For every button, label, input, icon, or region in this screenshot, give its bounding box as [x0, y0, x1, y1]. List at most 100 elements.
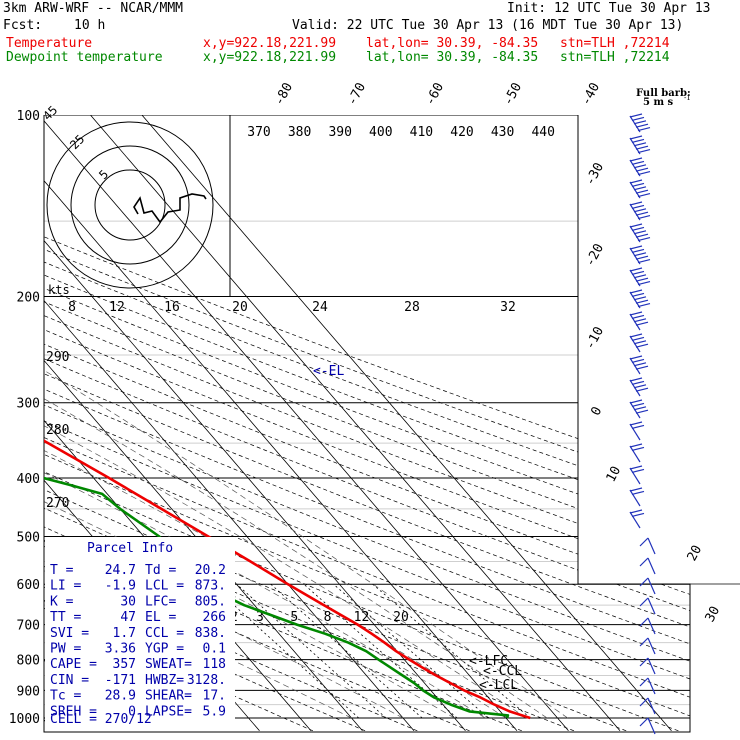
- barb-flag: [635, 189, 649, 194]
- theta-label: 400: [369, 125, 392, 140]
- barb-flag: [631, 358, 645, 363]
- barb-flag: [629, 377, 643, 382]
- model-title: 3km ARW-WRF -- NCAR/MMM: [3, 1, 184, 16]
- barb-flag: [631, 424, 645, 429]
- parcel-value: 0.1: [203, 642, 226, 657]
- wind-barb: [639, 657, 656, 675]
- parcel-value: 24.7: [105, 563, 136, 578]
- barb-staff: [647, 537, 656, 555]
- upper-scale-label: 32: [500, 300, 516, 315]
- parcel-key: YGP =: [145, 642, 184, 657]
- barb-flag: [631, 138, 645, 143]
- wind-barb: [629, 135, 651, 155]
- barb-flag: [631, 336, 645, 341]
- pressure-tick-label: 1000: [9, 712, 40, 727]
- barb-flag: [637, 303, 651, 308]
- parcel-key: LFC=: [145, 594, 176, 609]
- wind-barb: [629, 333, 649, 353]
- barb-legend-sup: -1: [684, 94, 691, 102]
- parcel-value: 873.: [195, 579, 226, 594]
- isotherm-line: [44, 115, 518, 732]
- moist-adiabat-line: [44, 220, 527, 719]
- barb-flag: [635, 343, 649, 348]
- parcel-value: 0: [128, 704, 136, 719]
- parcel-key: Tc =: [50, 689, 81, 704]
- isotherm-label: -70: [345, 80, 369, 108]
- isotherm-line: [44, 115, 466, 732]
- wind-barb: [629, 443, 645, 463]
- wind-barb: [629, 179, 651, 199]
- barb-staff: [647, 657, 656, 675]
- temperature-legend-stn: stn=TLH ,72214: [560, 36, 670, 51]
- barb-staff: [647, 577, 656, 595]
- barb-flag: [635, 255, 649, 260]
- theta-label: 440: [531, 125, 554, 140]
- parcel-value: 357: [113, 657, 136, 672]
- barb-flag: [629, 311, 643, 316]
- barb-staff: [629, 489, 641, 507]
- pressure-tick-label: 100: [17, 109, 40, 124]
- barb-flag: [631, 468, 645, 473]
- temperature-legend-label: Temperature: [6, 36, 93, 51]
- barb-flag: [629, 135, 643, 140]
- wind-barb: [629, 465, 645, 485]
- wind-barb: [639, 697, 656, 715]
- mixing-ratio-label: 3: [256, 610, 264, 625]
- parcel-value: 3.36: [105, 642, 136, 657]
- barb-flag: [635, 145, 649, 150]
- isotherm-label: -80: [272, 80, 296, 108]
- barb-staff: [647, 557, 656, 575]
- barb-flag: [631, 116, 645, 121]
- hodograph-ring: [46, 121, 214, 289]
- parcel-key: LCL =: [145, 579, 184, 594]
- parcel-panel-bg: [45, 537, 235, 731]
- dewpoint-legend-xy: x,y=922.18,221.99: [203, 50, 337, 65]
- dry-adiabat-line: [44, 115, 690, 732]
- barb-flag: [633, 274, 647, 279]
- hodograph-ring-label: 5: [96, 167, 111, 182]
- parcel-key: CIN =: [50, 673, 89, 688]
- parcel-key: SWEAT=: [145, 657, 192, 672]
- wind-barb: [629, 223, 651, 243]
- wind-barb: [639, 617, 656, 635]
- parcel-value: 1.7: [113, 626, 136, 641]
- hodograph-trace: [133, 193, 207, 224]
- isotherm-label: -40: [579, 80, 603, 108]
- barb-staff: [647, 597, 656, 615]
- barb-staff: [647, 717, 656, 735]
- barb-flag: [633, 186, 647, 191]
- barb-flag: [639, 637, 649, 647]
- ccl-marker: <-CCL: [483, 664, 522, 679]
- hodograph-ring-label: 45: [40, 103, 60, 123]
- wind-barb: [629, 487, 645, 507]
- left-theta-label: 290: [46, 350, 69, 365]
- wind-barb: [629, 509, 645, 529]
- parcel-value: 3128.: [187, 673, 226, 688]
- barb-flag: [633, 406, 647, 411]
- wind-barb: [629, 399, 649, 419]
- wind-barbs: Full barb:5 m s -1: [629, 88, 691, 735]
- isotherm-line: [44, 115, 569, 732]
- barb-flag: [629, 465, 643, 470]
- barb-flag: [635, 299, 649, 304]
- wind-barb: [639, 557, 656, 575]
- barb-flag: [637, 127, 651, 132]
- wind-barb: [639, 537, 656, 555]
- barb-flag: [631, 248, 645, 253]
- isotherm-label: -50: [501, 80, 525, 108]
- barb-flag: [639, 677, 649, 687]
- barb-flag: [633, 164, 647, 169]
- parcel-title: Parcel Info: [87, 541, 173, 556]
- barb-staff: [629, 445, 641, 463]
- barb-flag: [629, 289, 643, 294]
- barb-flag: [635, 365, 649, 370]
- barb-staff: [647, 637, 656, 655]
- barb-flag: [629, 421, 643, 426]
- barb-flag: [635, 387, 649, 392]
- mixing-ratio-line: [372, 583, 531, 719]
- barb-staff: [629, 423, 641, 441]
- parcel-value: -171: [105, 673, 136, 688]
- parcel-value: 30: [120, 594, 136, 609]
- barb-flag: [637, 171, 651, 176]
- pressure-tick-label: 800: [17, 654, 40, 669]
